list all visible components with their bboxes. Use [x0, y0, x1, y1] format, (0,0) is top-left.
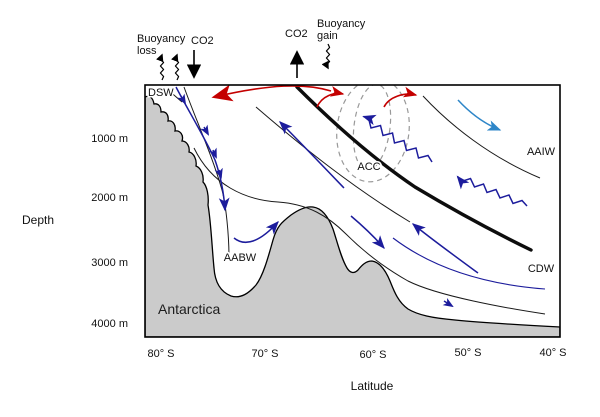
mid-depth-streamline	[255, 106, 411, 223]
latitude-tick-50s: 50° S	[454, 347, 481, 359]
aaiw-label: AAIW	[527, 146, 556, 158]
co2-out-label: CO2	[285, 28, 308, 40]
cdw-label: CDW	[528, 263, 555, 275]
dsw-downslope-arrow	[175, 86, 230, 212]
co2-in-label: CO2	[191, 35, 214, 47]
buoyancy-loss-wavy-arrow-2	[171, 53, 180, 81]
streamlines	[166, 86, 546, 315]
depth-tick-2000m: 2000 m	[91, 192, 128, 204]
buoyancy-loss-label: Buoyancy	[137, 33, 186, 45]
surface-flow-arrows	[211, 85, 418, 108]
plot-box-border	[144, 84, 561, 338]
mixing-wavy-arrow-upper	[362, 114, 433, 163]
depth-tick-3000m: 3000 m	[91, 257, 128, 269]
depth-axis-title: Depth	[22, 213, 54, 227]
red-upwelling-arrow-2	[383, 86, 418, 108]
water-mass-labels: DSW ACC AAIW CDW AABW Antarctica	[147, 86, 558, 318]
antarctica-label: Antarctica	[158, 301, 220, 317]
dsw-flow-tick-2	[200, 124, 210, 136]
upwelling-arrow-lower	[411, 223, 479, 274]
surface-annotations: Buoyancy loss CO2 CO2 Buoyancy gain	[137, 18, 366, 81]
latitude-tick-60s: 60° S	[359, 349, 386, 361]
abyssal-streamline	[193, 147, 546, 315]
buoyancy-gain-wavy-arrow	[321, 43, 331, 70]
latitude-tick-70s: 70° S	[251, 348, 278, 360]
cdw-bottom-arrowhead	[442, 297, 454, 308]
aabw-label: AABW	[224, 252, 257, 264]
latitude-tick-80s: 80° S	[147, 348, 174, 360]
latitude-tick-40s: 40° S	[539, 347, 566, 359]
depth-axis: Depth 1000 m 2000 m 3000 m 4000 m	[22, 133, 128, 330]
dsw-label: DSW	[148, 87, 174, 99]
acc-label: ACC	[357, 161, 380, 173]
upwelling-arrow-upper	[279, 121, 345, 189]
aaiw-subduction-arrow	[457, 99, 502, 131]
dsw-flow-tick-1	[177, 93, 187, 105]
red-upwelling-arrow-1	[316, 86, 345, 108]
aabw-bottom-arrow	[233, 220, 279, 243]
dsw-flow-tick-4	[214, 167, 223, 180]
antarctica-landmass	[145, 95, 560, 337]
buoyancy-gain-label: Buoyancy	[317, 18, 366, 30]
buoyancy-loss-wavy-arrow-1	[156, 53, 165, 81]
plot-area	[145, 85, 560, 337]
latitude-axis-title: Latitude	[351, 379, 394, 393]
buoyancy-loss-label-line2: loss	[137, 45, 157, 57]
depth-tick-4000m: 4000 m	[91, 318, 128, 330]
red-surface-westward-arrow	[211, 85, 332, 102]
dsw-flow-tick-3	[208, 147, 217, 159]
depth-tick-1000m: 1000 m	[91, 133, 128, 145]
deep-flow-arrows	[175, 86, 546, 308]
acc-front-thick-line	[295, 85, 533, 252]
mixing-wavy-arrow-right	[456, 175, 528, 207]
acc-inner-dashed-contour	[352, 85, 392, 171]
latitude-axis: 80° S 70° S 60° S 50° S 40° S Latitude	[147, 347, 566, 393]
saddle-downslope-arrow	[350, 215, 385, 250]
aaiw-boundary-streamline	[422, 95, 541, 179]
cdw-isoline-blue	[392, 237, 546, 290]
buoyancy-gain-label-line2: gain	[317, 30, 338, 42]
